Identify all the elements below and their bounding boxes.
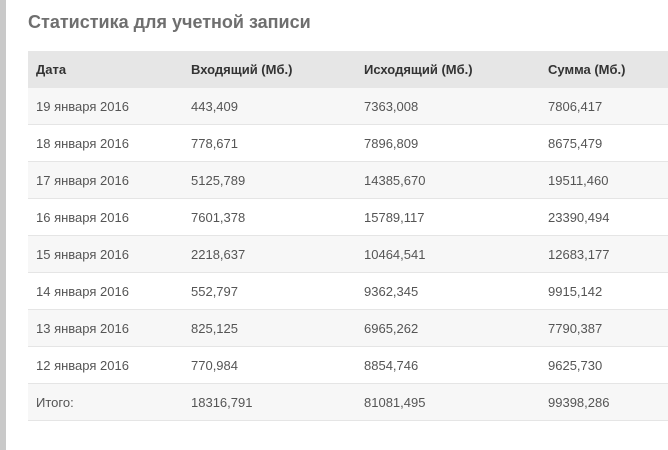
table-row: 19 января 2016 443,409 7363,008 7806,417 — [28, 88, 668, 125]
total-outgoing: 81081,495 — [356, 383, 540, 421]
total-incoming: 18316,791 — [183, 383, 356, 421]
cell-sum: 9915,142 — [540, 272, 668, 310]
cell-outgoing: 9362,345 — [356, 272, 540, 310]
cell-outgoing: 15789,117 — [356, 198, 540, 236]
cell-date: 16 января 2016 — [28, 198, 183, 236]
cell-sum: 7790,387 — [540, 309, 668, 347]
total-sum: 99398,286 — [540, 383, 668, 421]
table-row: 15 января 2016 2218,637 10464,541 12683,… — [28, 235, 668, 273]
cell-incoming: 2218,637 — [183, 235, 356, 273]
cell-sum: 12683,177 — [540, 235, 668, 273]
cell-sum: 23390,494 — [540, 198, 668, 236]
table-row: 16 января 2016 7601,378 15789,117 23390,… — [28, 198, 668, 236]
cell-date: 15 января 2016 — [28, 235, 183, 273]
cell-date: 13 января 2016 — [28, 309, 183, 347]
cell-incoming: 443,409 — [183, 88, 356, 125]
cell-incoming: 770,984 — [183, 346, 356, 384]
table-row: 14 января 2016 552,797 9362,345 9915,142 — [28, 272, 668, 310]
cell-outgoing: 14385,670 — [356, 161, 540, 199]
cell-outgoing: 10464,541 — [356, 235, 540, 273]
table-row: 18 января 2016 778,671 7896,809 8675,479 — [28, 124, 668, 162]
cell-incoming: 825,125 — [183, 309, 356, 347]
column-header-date: Дата — [28, 51, 183, 88]
traffic-stats-table: Дата Входящий (Мб.) Исходящий (Мб.) Сумм… — [28, 51, 668, 421]
cell-incoming: 5125,789 — [183, 161, 356, 199]
cell-date: 17 января 2016 — [28, 161, 183, 199]
cell-sum: 9625,730 — [540, 346, 668, 384]
cell-incoming: 7601,378 — [183, 198, 356, 236]
table-row: 12 января 2016 770,984 8854,746 9625,730 — [28, 346, 668, 384]
table-total-row: Итого: 18316,791 81081,495 99398,286 — [28, 383, 668, 421]
table-row: 13 января 2016 825,125 6965,262 7790,387 — [28, 309, 668, 347]
cell-date: 19 января 2016 — [28, 88, 183, 125]
cell-incoming: 778,671 — [183, 124, 356, 162]
table-row: 17 января 2016 5125,789 14385,670 19511,… — [28, 161, 668, 199]
cell-outgoing: 7363,008 — [356, 88, 540, 125]
column-header-sum: Сумма (Мб.) — [540, 51, 668, 88]
cell-outgoing: 8854,746 — [356, 346, 540, 384]
column-header-outgoing: Исходящий (Мб.) — [356, 51, 540, 88]
cell-outgoing: 7896,809 — [356, 124, 540, 162]
cell-sum: 19511,460 — [540, 161, 668, 199]
left-edge-bar — [0, 0, 6, 450]
total-label: Итого: — [28, 383, 183, 421]
column-header-incoming: Входящий (Мб.) — [183, 51, 356, 88]
table-header-row: Дата Входящий (Мб.) Исходящий (Мб.) Сумм… — [28, 51, 668, 88]
cell-date: 18 января 2016 — [28, 124, 183, 162]
page-title: Статистика для учетной записи — [28, 12, 311, 32]
cell-sum: 8675,479 — [540, 124, 668, 162]
cell-sum: 7806,417 — [540, 88, 668, 125]
cell-outgoing: 6965,262 — [356, 309, 540, 347]
cell-incoming: 552,797 — [183, 272, 356, 310]
cell-date: 12 января 2016 — [28, 346, 183, 384]
table-body: 19 января 2016 443,409 7363,008 7806,417… — [28, 88, 668, 384]
cell-date: 14 января 2016 — [28, 272, 183, 310]
